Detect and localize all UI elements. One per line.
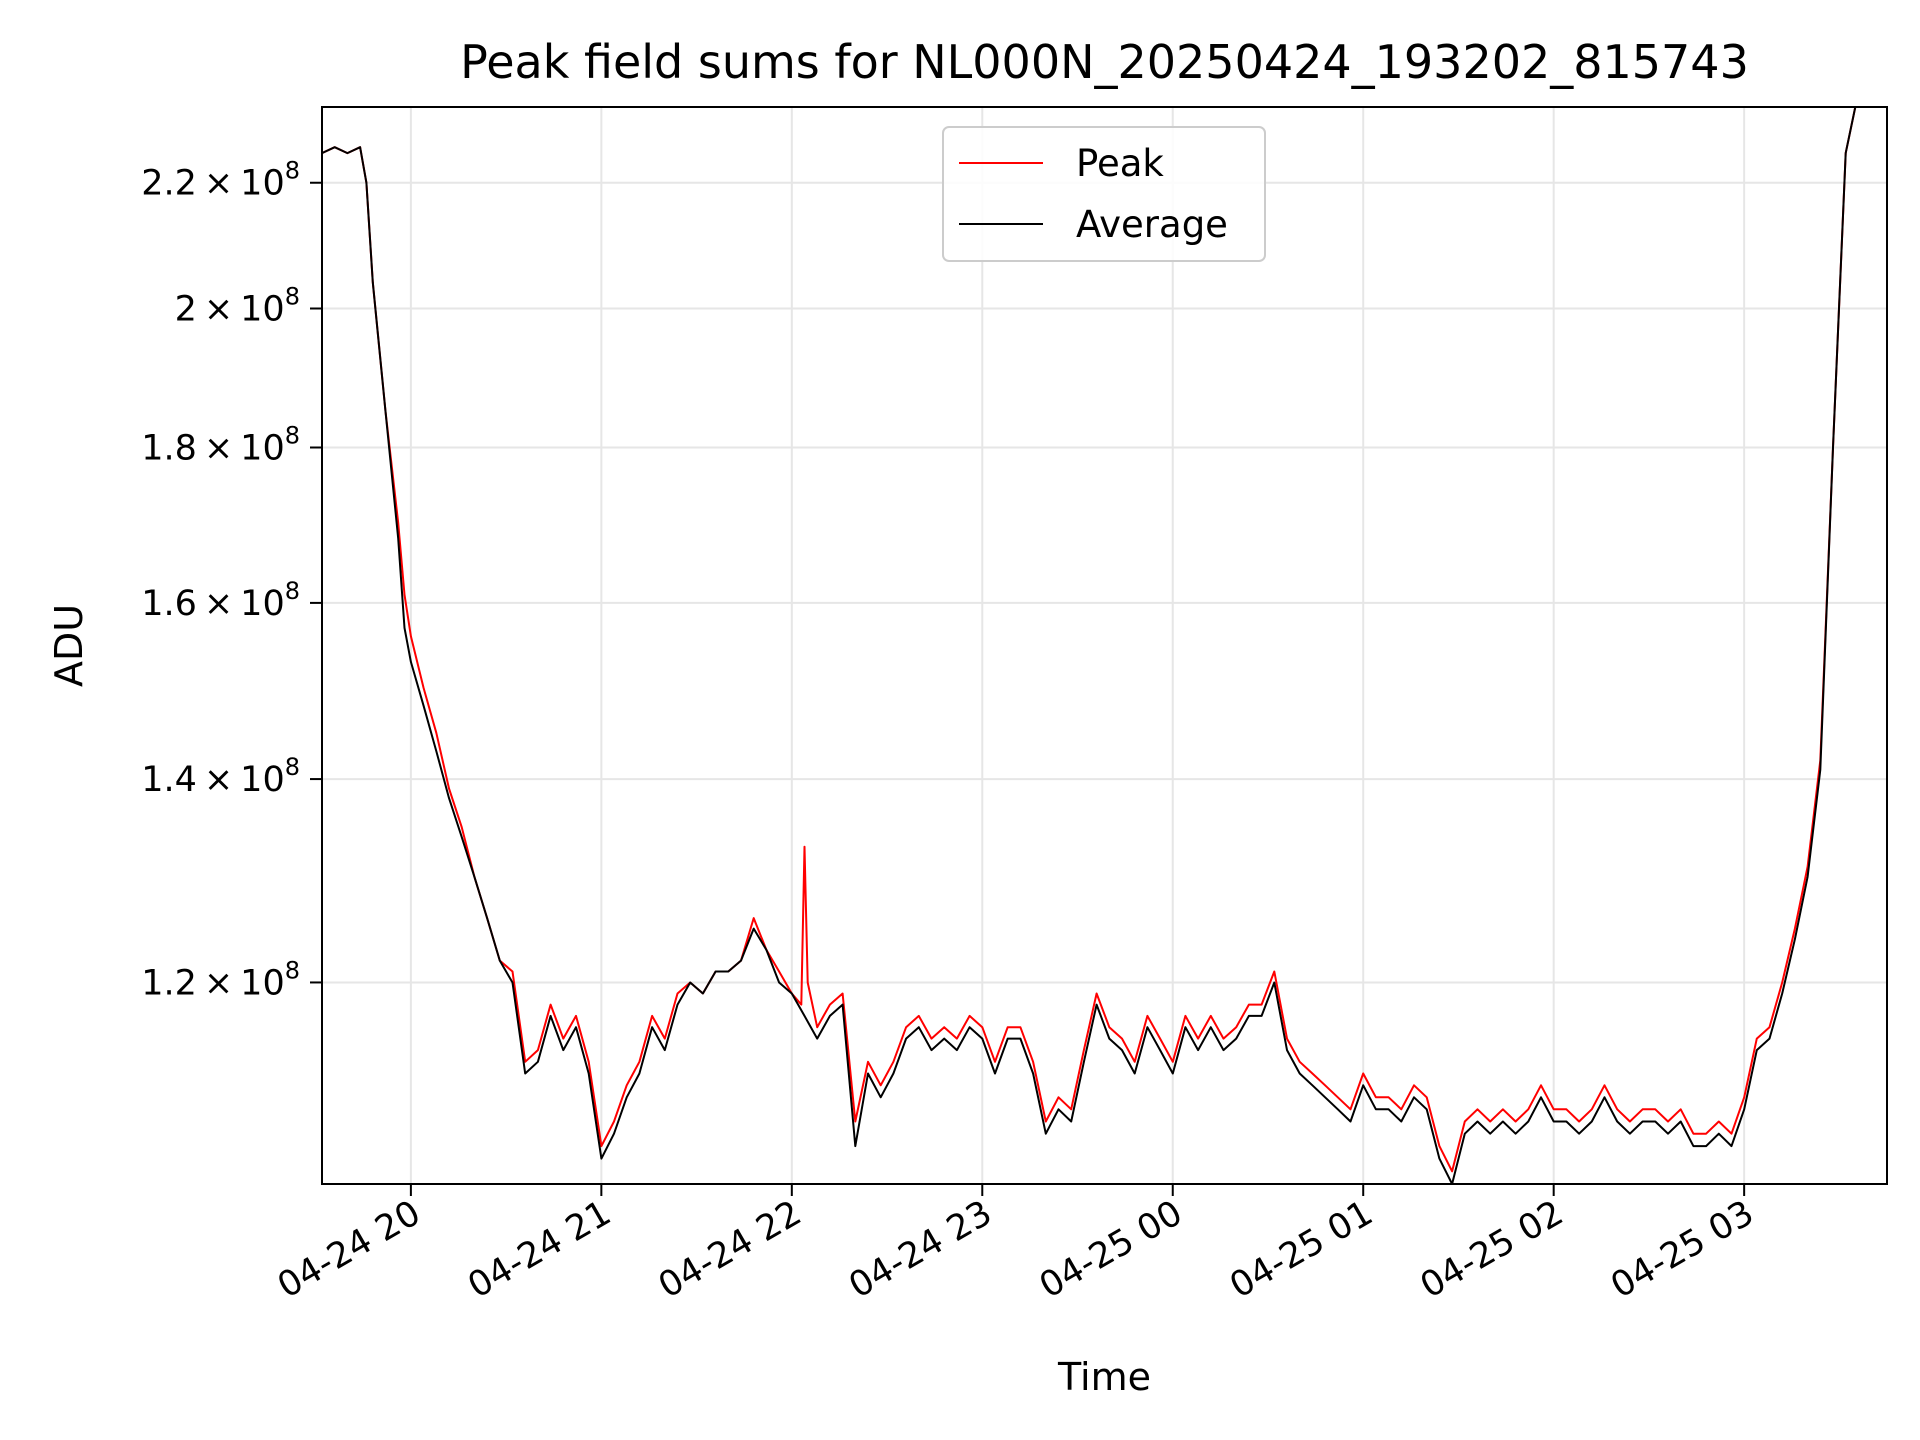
- x-axis-label: Time: [1057, 1355, 1151, 1399]
- y-tick-label: 1.2 × 108: [141, 956, 300, 1003]
- y-tick-label: 2 × 108: [175, 282, 300, 329]
- legend-label-average: Average: [1076, 203, 1228, 246]
- legend-box: [942, 126, 1266, 262]
- y-tick-label: 1.4 × 108: [141, 753, 300, 800]
- series-line-average: [322, 107, 1857, 1184]
- series-line-peak: [322, 107, 1857, 1173]
- plot-frame: [321, 106, 1888, 1185]
- y-axis-label: ADU: [47, 604, 91, 687]
- y-tick-label: 2.2 × 108: [141, 157, 300, 204]
- chart-title: Peak field sums for NL000N_20250424_1932…: [460, 35, 1749, 89]
- y-tick-label: 1.8 × 108: [141, 422, 300, 469]
- y-tick-label: 1.6 × 108: [141, 577, 300, 624]
- series-layer: [322, 107, 1857, 1184]
- y-axis: 1.2 × 108 1.4 × 108 1.6 × 108 1.8 × 108 2 × …: [141, 157, 322, 1003]
- legend: Peak Average: [942, 126, 1266, 262]
- legend-label-peak: Peak: [1076, 142, 1164, 185]
